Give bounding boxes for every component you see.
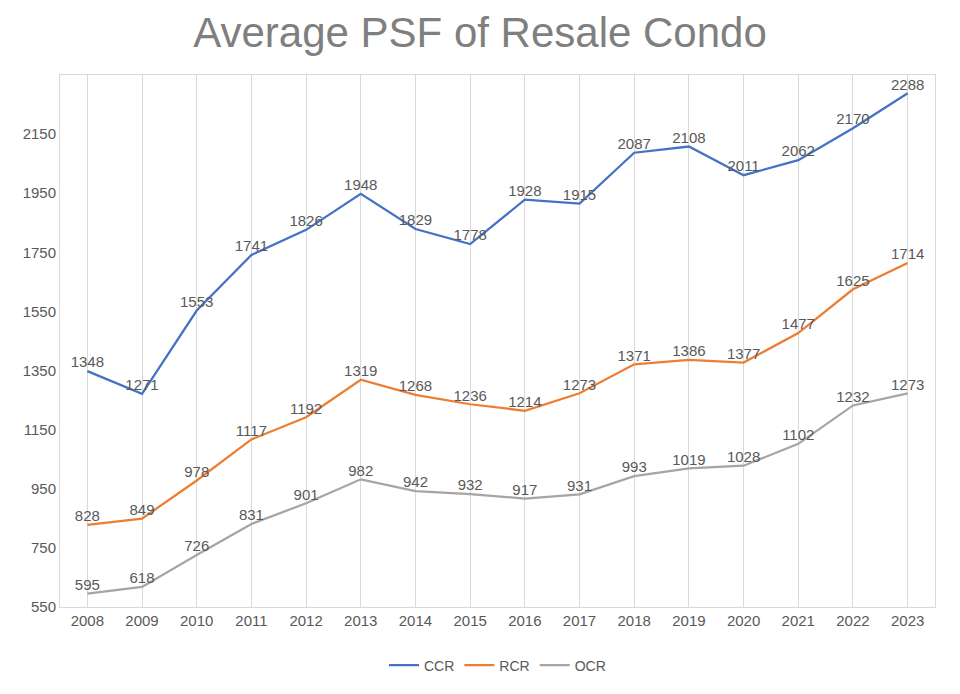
svg-text:2017: 2017 <box>563 612 596 629</box>
svg-text:828: 828 <box>75 507 100 524</box>
svg-text:726: 726 <box>184 537 209 554</box>
svg-text:1214: 1214 <box>508 393 541 410</box>
svg-text:1268: 1268 <box>399 377 432 394</box>
svg-text:1102: 1102 <box>782 426 814 443</box>
svg-text:2108: 2108 <box>672 129 705 146</box>
svg-text:831: 831 <box>239 506 264 523</box>
svg-text:2016: 2016 <box>508 612 541 629</box>
svg-text:1553: 1553 <box>180 293 213 310</box>
svg-text:RCR: RCR <box>499 658 529 674</box>
svg-text:2062: 2062 <box>782 142 815 159</box>
svg-text:1915: 1915 <box>563 186 596 203</box>
svg-text:2022: 2022 <box>836 612 869 629</box>
svg-text:2087: 2087 <box>618 135 651 152</box>
svg-text:1150: 1150 <box>24 421 56 438</box>
svg-text:550: 550 <box>31 598 56 615</box>
svg-text:2150: 2150 <box>23 125 56 142</box>
svg-text:1273: 1273 <box>563 376 596 393</box>
svg-text:2013: 2013 <box>344 612 377 629</box>
svg-text:2014: 2014 <box>399 612 432 629</box>
svg-text:1271: 1271 <box>125 376 158 393</box>
svg-text:1348: 1348 <box>71 353 104 370</box>
svg-text:982: 982 <box>348 462 373 479</box>
svg-text:993: 993 <box>622 458 647 475</box>
svg-text:Average PSF of Resale Condo: Average PSF of Resale Condo <box>193 9 767 56</box>
svg-text:1386: 1386 <box>672 342 705 359</box>
svg-text:901: 901 <box>294 486 319 503</box>
svg-text:1028: 1028 <box>727 448 760 465</box>
svg-text:618: 618 <box>130 569 155 586</box>
svg-text:931: 931 <box>567 477 592 494</box>
svg-text:1948: 1948 <box>344 176 377 193</box>
svg-text:978: 978 <box>184 463 209 480</box>
svg-text:2019: 2019 <box>672 612 705 629</box>
svg-text:950: 950 <box>31 480 56 497</box>
svg-text:1192: 1192 <box>290 400 322 417</box>
svg-text:2012: 2012 <box>289 612 322 629</box>
svg-text:1371: 1371 <box>618 347 651 364</box>
svg-text:2011: 2011 <box>727 157 759 174</box>
svg-text:1117: 1117 <box>236 422 267 439</box>
svg-text:1741: 1741 <box>235 237 268 254</box>
svg-text:2170: 2170 <box>836 110 869 127</box>
svg-text:849: 849 <box>130 501 155 518</box>
svg-text:942: 942 <box>403 473 428 490</box>
svg-text:1350: 1350 <box>23 362 56 379</box>
svg-text:917: 917 <box>512 481 537 498</box>
svg-text:1928: 1928 <box>508 182 541 199</box>
svg-text:2010: 2010 <box>180 612 213 629</box>
svg-text:2015: 2015 <box>453 612 486 629</box>
svg-text:1714: 1714 <box>891 245 924 262</box>
svg-text:1232: 1232 <box>836 388 869 405</box>
svg-text:OCR: OCR <box>575 658 606 674</box>
svg-text:2018: 2018 <box>618 612 651 629</box>
svg-text:595: 595 <box>75 576 100 593</box>
svg-text:2288: 2288 <box>891 76 924 93</box>
svg-text:1319: 1319 <box>344 362 377 379</box>
svg-text:1019: 1019 <box>672 451 705 468</box>
svg-text:1625: 1625 <box>836 272 869 289</box>
svg-text:1778: 1778 <box>453 226 486 243</box>
svg-text:2008: 2008 <box>71 612 104 629</box>
svg-text:1377: 1377 <box>727 345 760 362</box>
svg-text:1750: 1750 <box>23 244 56 261</box>
svg-text:750: 750 <box>31 539 56 556</box>
svg-text:1477: 1477 <box>782 315 815 332</box>
svg-text:1273: 1273 <box>891 376 924 393</box>
svg-text:1236: 1236 <box>453 387 486 404</box>
svg-text:1950: 1950 <box>23 184 56 201</box>
svg-text:2009: 2009 <box>125 612 158 629</box>
svg-text:2021: 2021 <box>782 612 815 629</box>
svg-text:1550: 1550 <box>23 303 56 320</box>
svg-text:1826: 1826 <box>289 212 322 229</box>
svg-text:932: 932 <box>458 476 483 493</box>
svg-text:1829: 1829 <box>399 211 432 228</box>
svg-text:2011: 2011 <box>235 612 267 629</box>
svg-text:2020: 2020 <box>727 612 760 629</box>
svg-text:CCR: CCR <box>424 658 454 674</box>
svg-text:2023: 2023 <box>891 612 924 629</box>
